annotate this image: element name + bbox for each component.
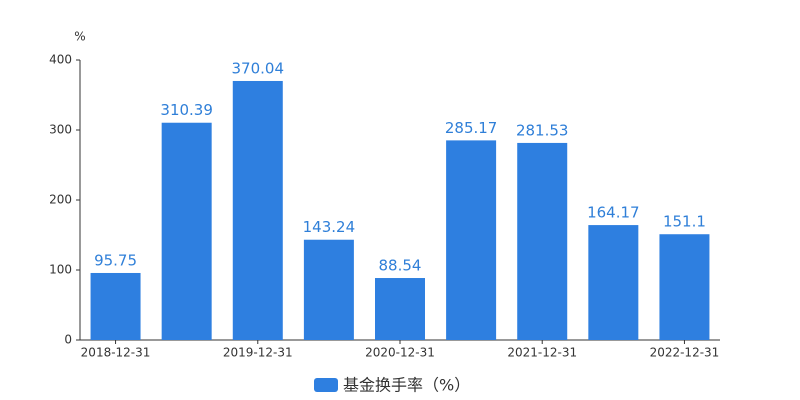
value-label: 281.53 bbox=[516, 121, 569, 139]
value-label: 95.75 bbox=[94, 251, 137, 269]
y-unit: % bbox=[74, 30, 85, 44]
y-tick-label: 300 bbox=[49, 123, 72, 137]
bar bbox=[375, 278, 425, 340]
value-label: 164.17 bbox=[587, 204, 640, 222]
legend-label: 基金换手率（%） bbox=[343, 376, 470, 395]
bar bbox=[232, 80, 283, 341]
y-tick-label: 100 bbox=[49, 263, 72, 277]
x-tick-label: 2020-12-31 bbox=[365, 346, 435, 360]
value-label: 143.24 bbox=[303, 218, 356, 236]
bar bbox=[659, 234, 710, 340]
y-tick-label: 200 bbox=[49, 193, 72, 207]
value-label: 370.04 bbox=[232, 59, 285, 77]
value-label: 285.17 bbox=[445, 119, 498, 137]
bar bbox=[90, 272, 141, 340]
y-tick-label: 400 bbox=[49, 53, 72, 67]
bar bbox=[161, 122, 212, 341]
value-label: 88.54 bbox=[379, 257, 422, 275]
bar bbox=[588, 225, 639, 340]
x-tick-label: 2018-12-31 bbox=[81, 346, 151, 360]
bar bbox=[303, 239, 354, 340]
x-tick-label: 2022-12-31 bbox=[650, 346, 720, 360]
x-tick-label: 2019-12-31 bbox=[223, 346, 293, 360]
legend-swatch bbox=[314, 378, 338, 392]
y-tick-label: 0 bbox=[64, 333, 72, 347]
bar bbox=[446, 140, 497, 340]
value-label: 151.1 bbox=[663, 213, 706, 231]
value-label: 310.39 bbox=[160, 101, 213, 119]
x-tick-label: 2021-12-31 bbox=[507, 346, 577, 360]
bar bbox=[517, 142, 568, 340]
